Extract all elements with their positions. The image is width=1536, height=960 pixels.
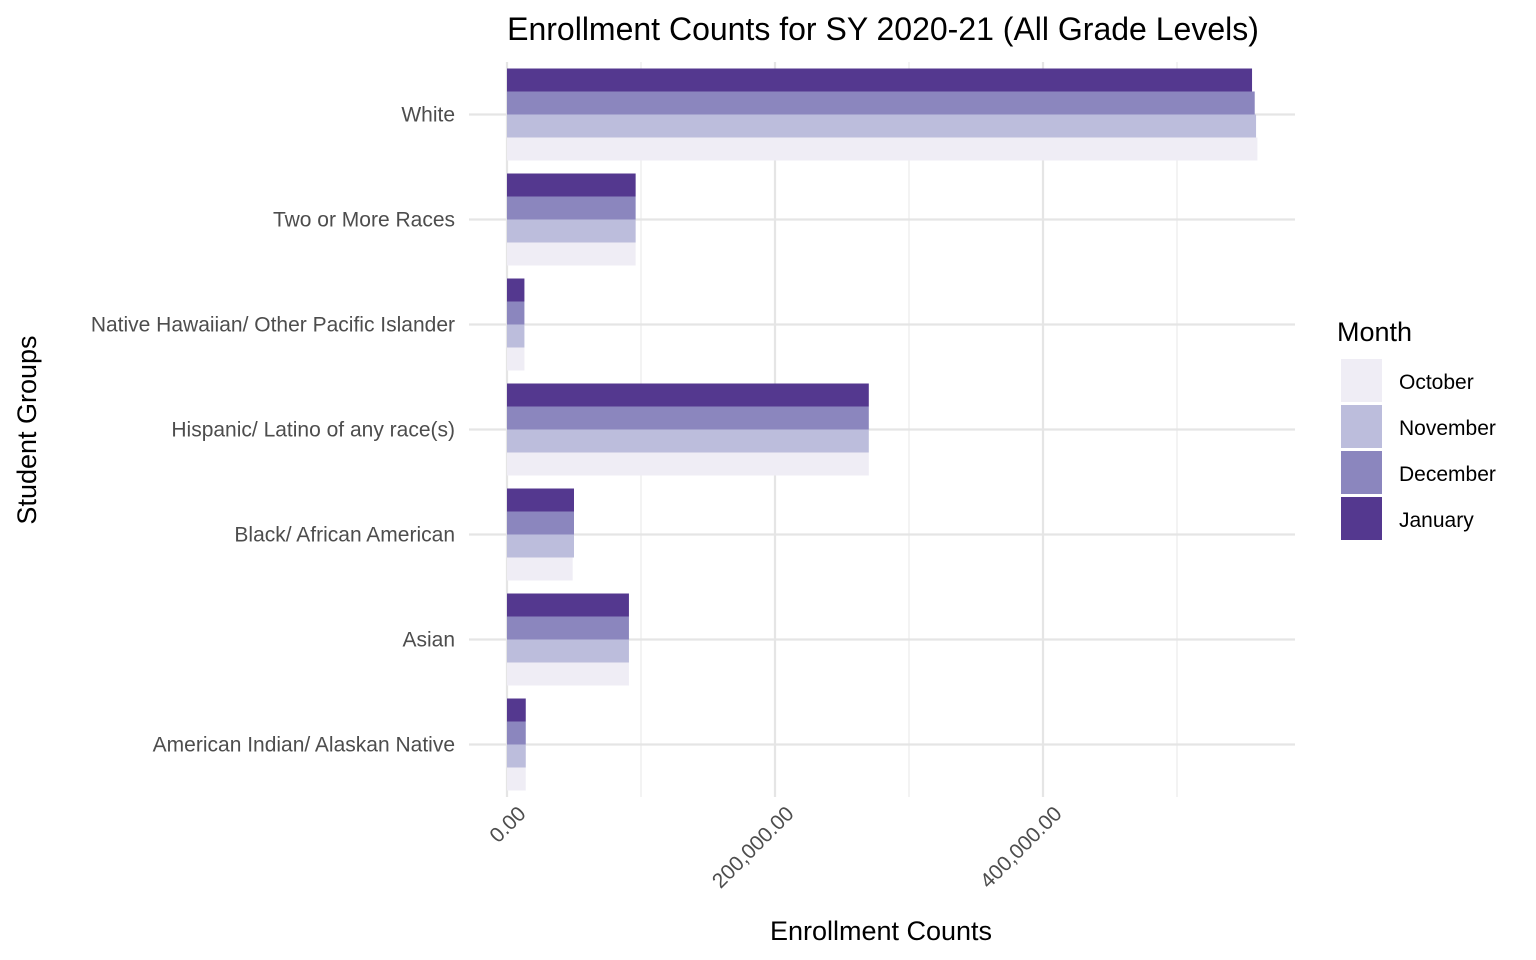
legend-swatch-january xyxy=(1341,497,1382,540)
bar-november xyxy=(507,534,574,558)
x-axis-title: Enrollment Counts xyxy=(770,916,992,946)
bar-january xyxy=(507,278,525,302)
legend-label: November xyxy=(1399,417,1496,440)
legend-label: December xyxy=(1399,463,1496,486)
x-tick-label: 400,000.00 xyxy=(976,802,1067,893)
bar-january xyxy=(507,698,526,722)
y-tick-label: White xyxy=(401,104,455,127)
legend-title: Month xyxy=(1337,317,1412,347)
bar-december xyxy=(507,301,525,325)
bar-january xyxy=(507,68,1253,92)
bar-october xyxy=(507,347,525,371)
legend-swatch-november xyxy=(1341,405,1382,448)
x-tick-label: 0.00 xyxy=(485,802,530,847)
bar-november xyxy=(507,324,525,348)
bar-december xyxy=(507,616,629,640)
bar-november xyxy=(507,744,526,768)
bar-january xyxy=(507,383,869,407)
bar-december xyxy=(507,721,526,745)
y-tick-label: Native Hawaiian/ Other Pacific Islander xyxy=(91,314,455,337)
bar-october xyxy=(507,452,869,476)
bar-december xyxy=(507,406,869,430)
bar-october xyxy=(507,767,526,791)
legend-items: October November December January xyxy=(1341,359,1496,540)
bar-january xyxy=(507,593,629,617)
legend-label: January xyxy=(1399,509,1474,532)
y-axis-tick-labels: American Indian/ Alaskan Native Asian Blac… xyxy=(91,104,455,757)
bar-october xyxy=(507,557,573,581)
bar-october xyxy=(507,242,636,266)
x-axis-tick-labels: 0.00 200,000.00 400,000.00 xyxy=(485,802,1066,893)
legend-label: October xyxy=(1399,371,1474,394)
legend-swatch-december xyxy=(1341,451,1382,494)
y-tick-label: Black/ African American xyxy=(234,524,455,547)
bar-october xyxy=(507,137,1258,161)
bar-november xyxy=(507,639,629,663)
x-tick-label: 200,000.00 xyxy=(708,802,799,893)
bar-december xyxy=(507,91,1255,115)
bar-november xyxy=(507,219,636,243)
bar-january xyxy=(507,173,636,197)
y-tick-label: American Indian/ Alaskan Native xyxy=(153,734,455,757)
y-tick-label: Asian xyxy=(402,629,455,652)
bar-november xyxy=(507,429,869,453)
bar-december xyxy=(507,196,636,220)
bar-january xyxy=(507,488,574,512)
chart-title: Enrollment Counts for SY 2020-21 (All Gr… xyxy=(507,11,1259,47)
y-tick-label: Two or More Races xyxy=(273,209,455,232)
bars xyxy=(507,68,1258,791)
legend: Month October November December January xyxy=(1337,317,1496,540)
y-tick-label: Hispanic/ Latino of any race(s) xyxy=(171,419,455,442)
bar-november xyxy=(507,114,1257,138)
bar-october xyxy=(507,662,629,686)
legend-swatch-october xyxy=(1341,359,1382,402)
bar-december xyxy=(507,511,574,535)
y-axis-title: Student Groups xyxy=(12,335,42,524)
